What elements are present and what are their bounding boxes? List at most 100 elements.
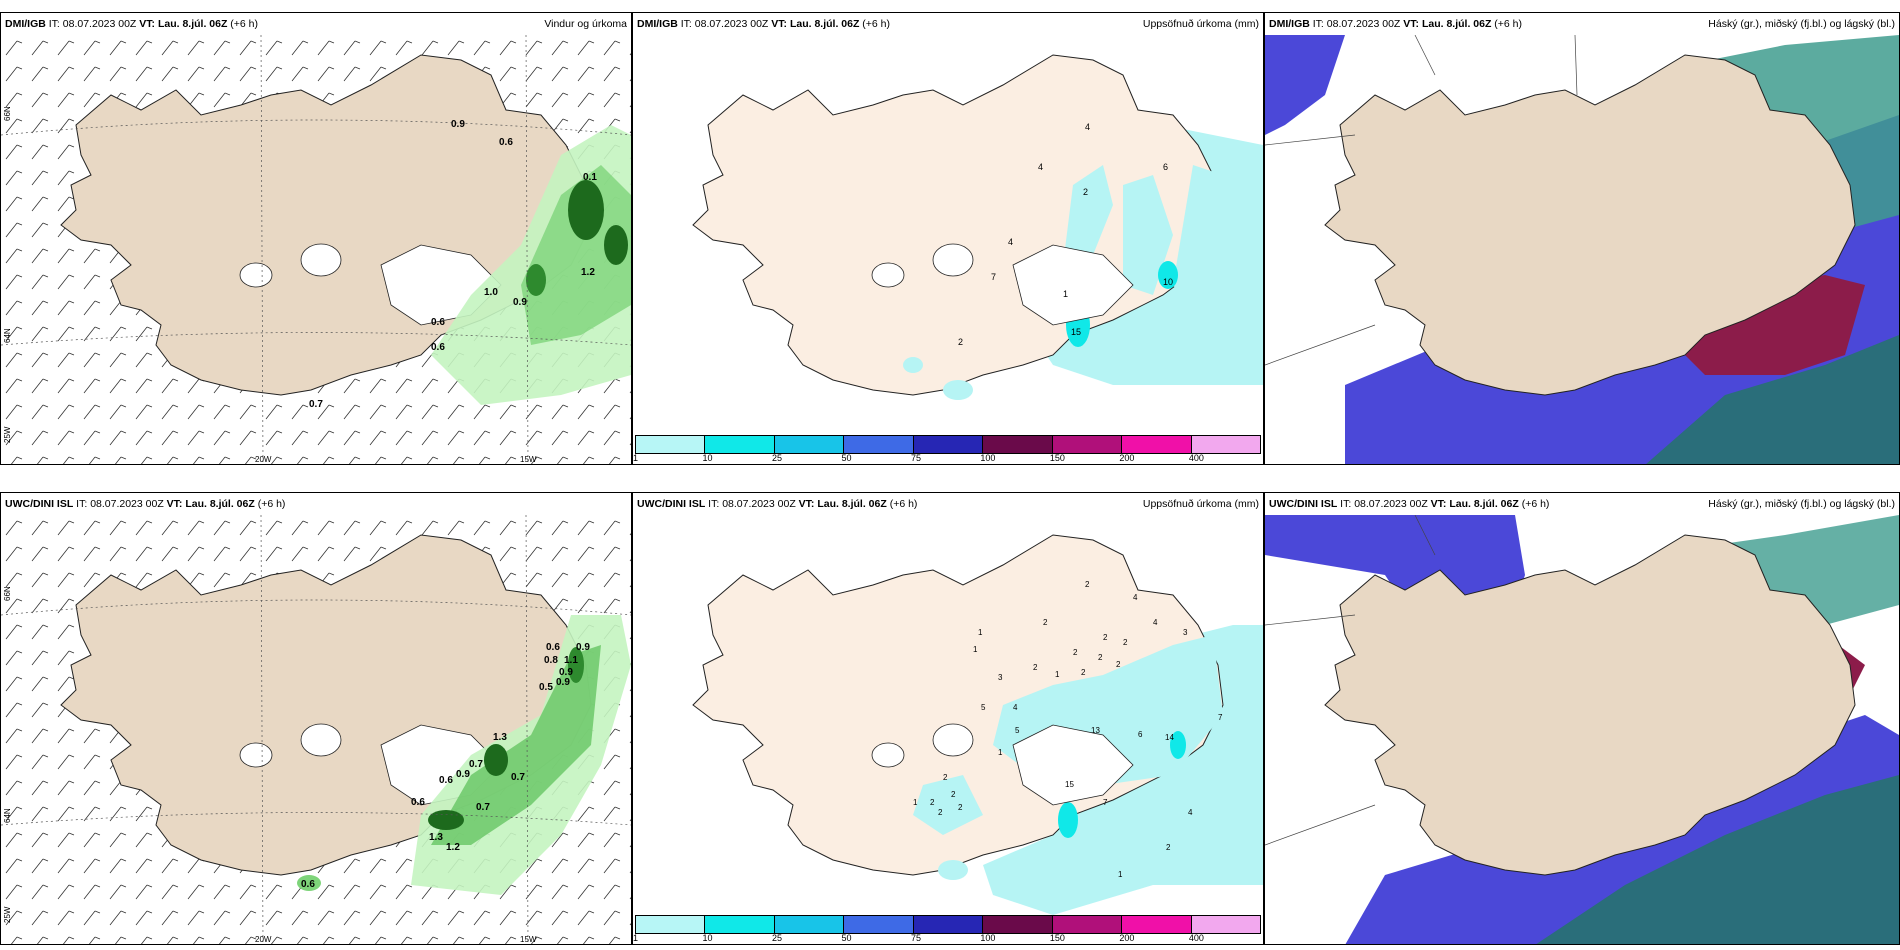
value-label: 14 [1165, 733, 1174, 742]
value-label: 2 [1085, 580, 1090, 589]
lead-time: (+6 h) [257, 498, 286, 510]
graticule [1265, 515, 1436, 846]
colorbar-ticks: 1 10 25 50 75 100 150 200 400 [633, 933, 1261, 944]
value-label: 2 [1098, 653, 1103, 662]
value-label: 1.3 [429, 832, 443, 843]
value-label: 0.6 [546, 642, 560, 653]
cloud-red [1665, 275, 1865, 375]
init-time: 08.07.2023 00Z [90, 498, 164, 510]
panel-title: Uppsöfnuð úrkoma (mm) [1142, 18, 1259, 30]
lon-label-20w: 20W [255, 935, 272, 944]
graticule [1265, 35, 1578, 366]
lon-label-25w: 25W [3, 426, 12, 443]
panel-header: DMI/IGB IT: 08.07.2023 00Z VT: Lau. 8.jú… [1265, 13, 1899, 35]
value-labels: 0.6 0.9 0.8 1.1 0.9 0.5 0.9 0.7 0.9 0.6 … [301, 642, 590, 890]
panel-uwc-accum-precip: UWC/DINI ISL IT: 08.07.2023 00Z VT: Lau.… [632, 492, 1264, 945]
vt-label: VT: [166, 498, 183, 510]
value-label: 5 [1015, 726, 1020, 735]
value-label: 0.5 [539, 682, 553, 693]
value-label: 0.6 [411, 797, 425, 808]
model-name: DMI/IGB [1269, 18, 1310, 30]
colorbar-segment [705, 916, 775, 933]
value-label: 6 [1138, 730, 1143, 739]
value-label: 2 [958, 803, 963, 812]
colorbar-segment [1122, 916, 1192, 933]
model-name: DMI/IGB [5, 18, 46, 30]
value-label: 2 [958, 337, 963, 347]
lat-label-66n: 66N [3, 586, 12, 601]
lat-label-64n: 64N [3, 808, 12, 823]
model-name: DMI/IGB [637, 18, 678, 30]
colorbar-segment [774, 916, 845, 933]
panel-header: DMI/IGB IT: 08.07.2023 00Z VT: Lau. 8.jú… [1, 13, 631, 35]
vt-label: VT: [1430, 498, 1447, 510]
lead-time: (+6 h) [889, 498, 918, 510]
it-label: IT: [48, 18, 60, 30]
value-label: 0.9 [559, 667, 573, 678]
lead-time: (+6 h) [862, 18, 891, 30]
vt-label: VT: [771, 18, 788, 30]
value-label: 1 [1063, 289, 1068, 299]
panel-header: UWC/DINI ISL IT: 08.07.2023 00Z VT: Lau.… [633, 493, 1263, 515]
panel-header: DMI/IGB IT: 08.07.2023 00Z VT: Lau. 8.jú… [633, 13, 1263, 35]
value-label: 2 [930, 798, 935, 807]
panel-header: UWC/DINI ISL IT: 08.07.2023 00Z VT: Lau.… [1265, 493, 1899, 515]
lon-label-15w: 15W [520, 935, 537, 944]
lead-time: (+6 h) [1521, 498, 1550, 510]
value-label: 2 [1123, 638, 1128, 647]
value-label: 0.9 [451, 119, 465, 130]
colorbar-segment [636, 916, 706, 933]
cloud-teal-bottom [1646, 335, 1899, 464]
value-label: 1.2 [446, 842, 460, 853]
value-label: 0.7 [309, 399, 323, 410]
value-label: 1.1 [564, 655, 578, 666]
colorbar-tick: 10 [702, 453, 713, 463]
it-label: IT: [680, 18, 692, 30]
value-label: 1 [1118, 870, 1123, 879]
value-label: 1.2 [581, 267, 595, 278]
value-label: 3 [1183, 628, 1188, 637]
lead-time: (+6 h) [230, 18, 259, 30]
glaciers [871, 723, 1134, 806]
colorbar-tick: 200 [1119, 933, 1135, 943]
value-label: 2 [938, 808, 943, 817]
init-time: 08.07.2023 00Z [1326, 18, 1401, 30]
panel-title: Vindur og úrkoma [544, 18, 627, 30]
it-label: IT: [76, 498, 88, 510]
accum-precip-map: 4 4 2 6 4 7 2 1 15 10 [692, 54, 1263, 400]
cloud-map [1265, 515, 1899, 944]
cloud-map [1265, 35, 1899, 464]
init-time: 08.07.2023 00Z [1354, 498, 1428, 510]
value-label: 0.1 [583, 172, 597, 183]
colorbar-segment [774, 436, 845, 453]
model-name: UWC/DINI ISL [1269, 498, 1338, 510]
value-label: 0.6 [431, 317, 445, 328]
value-label: 15 [1065, 780, 1074, 789]
value-label: 0.9 [456, 769, 470, 780]
lat-label-66n: 66N [3, 106, 12, 121]
valid-time: Lau. 8.júl. 06Z [789, 18, 860, 30]
colorbar-tick: 1 [633, 453, 639, 463]
value-label: 4 [1013, 703, 1018, 712]
valid-time: Lau. 8.júl. 06Z [817, 498, 887, 510]
wind-precip-map: 0.9 0.6 0.1 1.0 0.9 0.6 0.6 0.7 1.2 [1, 35, 631, 464]
colorbar-segment [983, 916, 1053, 933]
colorbar-tick: 150 [1049, 933, 1065, 943]
vt-label: VT: [139, 18, 156, 30]
value-label: 0.7 [476, 802, 490, 813]
colorbar-tick: 400 [1188, 933, 1204, 943]
precip-patches [903, 165, 1233, 400]
valid-time: Lau. 8.júl. 06Z [185, 498, 255, 510]
value-label: 7 [1103, 798, 1108, 807]
colorbar-tick: 150 [1049, 453, 1065, 463]
colorbar-tick: 10 [702, 933, 713, 943]
value-label: 0.6 [431, 342, 445, 353]
lon-label-15w: 15W [520, 455, 537, 464]
colorbar [635, 435, 1261, 454]
value-label: 4 [1085, 122, 1090, 132]
value-label: 0.6 [499, 137, 513, 148]
value-label: 4 [1153, 618, 1158, 627]
value-label: 2 [1043, 618, 1048, 627]
model-name: UWC/DINI ISL [5, 498, 74, 510]
valid-time: Lau. 8.júl. 06Z [1421, 18, 1492, 30]
